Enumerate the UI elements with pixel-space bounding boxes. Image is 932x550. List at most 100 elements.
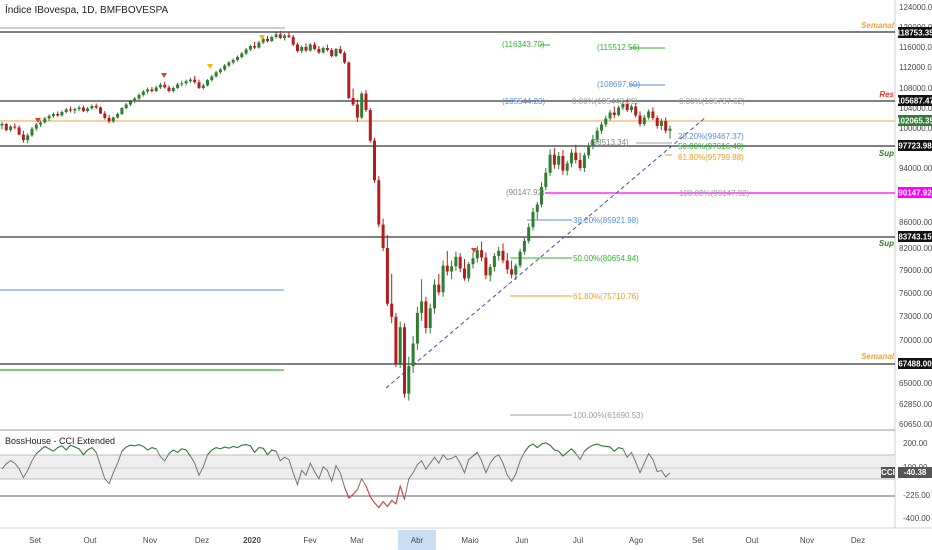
cci-segment (151, 447, 157, 450)
cci-segment (399, 485, 405, 500)
candle-body (659, 121, 663, 126)
cci-segment (374, 502, 380, 508)
cci-segment (378, 501, 384, 508)
fib-label: 28.20%(99467.37) (678, 132, 744, 141)
candle-body (167, 87, 171, 91)
price-badge (898, 27, 932, 38)
cci-segment (386, 500, 393, 507)
fib-label: 61.80%(95799.88) (678, 153, 744, 162)
candle-body (236, 57, 239, 60)
candle-body (171, 88, 175, 91)
candle-body (94, 106, 98, 108)
candle-body (51, 114, 55, 116)
cci-segment (558, 450, 564, 457)
fib-label: 100.00%(90147.92) (679, 189, 750, 198)
candle-body (308, 44, 312, 51)
time-tick-label: Nov (143, 536, 157, 545)
candle-body (467, 264, 471, 279)
warning-signal-marker (259, 35, 265, 40)
time-tick-label: Jun (516, 536, 529, 545)
cci-segment (592, 443, 598, 446)
level-label-sup: Sup (879, 239, 894, 248)
candles-group (0, 31, 672, 401)
price-tick-label: 62850.00 (899, 400, 932, 409)
price-badge (898, 358, 932, 369)
candle-body (608, 112, 612, 119)
candle-body (557, 156, 561, 165)
price-tick-label: 94000.00 (899, 164, 932, 173)
candle-body (34, 124, 38, 129)
candle-body (655, 118, 659, 126)
cci-segment (91, 447, 97, 453)
candle-body (176, 84, 180, 88)
cci-segment (472, 452, 478, 457)
cci-segment (541, 442, 546, 445)
cci-segment (147, 447, 153, 451)
candle-body (296, 44, 299, 51)
candle-body (390, 303, 394, 317)
candle-body (39, 122, 42, 125)
cci-indicator-pane[interactable]: BossHouse - CCI Extended 200.00 100.00 -… (0, 436, 932, 523)
candle-body (411, 343, 415, 367)
cci-segment (126, 444, 131, 448)
sell-signal-marker (161, 73, 167, 78)
candle-body (244, 49, 248, 54)
cci-segment (237, 444, 243, 449)
time-axis[interactable]: Set Out Nov Dez 2020 Fev Mar Abr Maio Jun Jul Ago Se… (29, 536, 865, 545)
cci-segment (48, 448, 54, 452)
price-tick-label: 73000.00 (899, 312, 932, 321)
candle-body (471, 258, 475, 265)
candle-body (73, 109, 77, 111)
candle-body (518, 251, 522, 266)
candle-body (90, 106, 94, 109)
cci-segment (185, 449, 191, 457)
indicator-label: BossHouse - CCI Extended (5, 436, 115, 446)
candle-body (642, 117, 646, 124)
sell-signal-marker (35, 118, 41, 123)
price-tick-label: 79000.00 (899, 266, 932, 275)
candle-body (197, 82, 201, 88)
cci-badge-value-bg (898, 467, 932, 478)
candle-body (591, 139, 595, 146)
candle-body (43, 118, 47, 123)
price-badge (898, 95, 932, 106)
candle-body (321, 48, 325, 53)
cci-segment (382, 501, 388, 507)
candle-body (441, 265, 445, 293)
fib-label: (90147.92) (506, 188, 545, 197)
fib-label: 0.00%(105443.29) (572, 97, 638, 106)
price-tick-label: 104000.00 (899, 104, 932, 113)
candle-body (257, 42, 261, 48)
candle-body (480, 250, 484, 258)
candle-body (570, 152, 573, 164)
candle-body (385, 248, 389, 304)
candle-body (488, 267, 492, 276)
fib-label: 61.80%(75710.76) (573, 292, 639, 301)
candle-body (206, 80, 209, 86)
candle-body (283, 35, 287, 38)
time-tick-label: Maio (461, 536, 479, 545)
cci-badge-value: -40.38 (904, 468, 927, 477)
candle-body (638, 115, 642, 124)
cci-segment (74, 446, 80, 450)
candle-body (355, 104, 359, 118)
cci-segment (545, 442, 551, 446)
candle-body (458, 256, 462, 269)
cci-segment (65, 444, 71, 451)
candle-body (664, 121, 668, 131)
candle-body (133, 98, 137, 102)
cci-badge-label: CCI (881, 468, 895, 477)
candle-body (26, 135, 30, 140)
time-tick-label: Ago (629, 536, 644, 545)
candle-body (304, 47, 308, 51)
candle-body (604, 118, 608, 125)
cci-level-label: 200.00 (903, 439, 928, 448)
candle-body (582, 155, 586, 168)
cci-segment (267, 449, 273, 456)
candle-body (227, 62, 231, 66)
candle-body (621, 104, 625, 108)
cci-segment (352, 489, 358, 495)
price-badges: 118753.35 105687.47 102065.35 97723.98 9… (896, 27, 932, 369)
candle-body (595, 130, 599, 140)
